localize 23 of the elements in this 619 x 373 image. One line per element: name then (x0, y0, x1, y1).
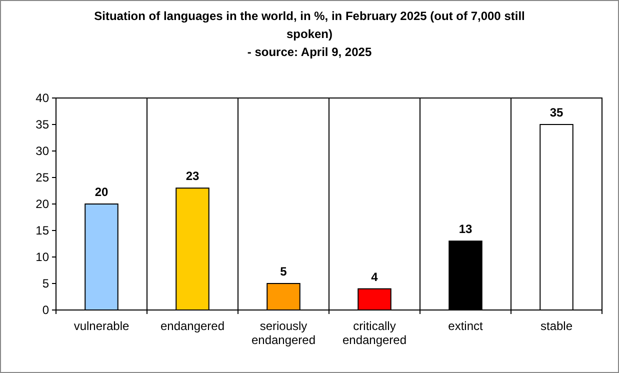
x-tick-label: vulnerable (74, 319, 130, 333)
y-tick-label: 25 (36, 170, 50, 185)
x-tick-label: seriously endangered (251, 319, 316, 347)
data-label: 35 (550, 106, 564, 120)
y-tick-label: 20 (36, 197, 50, 212)
y-tick-label: 10 (36, 250, 50, 264)
chart-title: Situation of languages in the world, in %, in February 2025 (out of 7,000 still spoken) (94, 9, 525, 41)
data-label: 13 (458, 222, 472, 236)
y-tick-label: 30 (36, 144, 50, 158)
data-label: 20 (94, 185, 108, 199)
y-tick-label: 40 (36, 91, 50, 106)
y-tick-label: 15 (36, 224, 50, 238)
y-tick-label: 35 (36, 118, 50, 132)
x-tick-label: stable (540, 319, 573, 333)
data-label: 23 (186, 169, 200, 184)
y-tick-label: 0 (42, 303, 50, 318)
y-tick-label: 5 (42, 276, 50, 291)
x-tick-label: extinct (448, 319, 484, 333)
x-tick-label: endangered (160, 319, 225, 333)
data-label: 4 (371, 270, 378, 284)
x-tick-label: critically endangered (342, 319, 407, 347)
chart-subtitle: - source: April 9, 2025 (247, 45, 372, 59)
data-label: 5 (280, 264, 288, 278)
